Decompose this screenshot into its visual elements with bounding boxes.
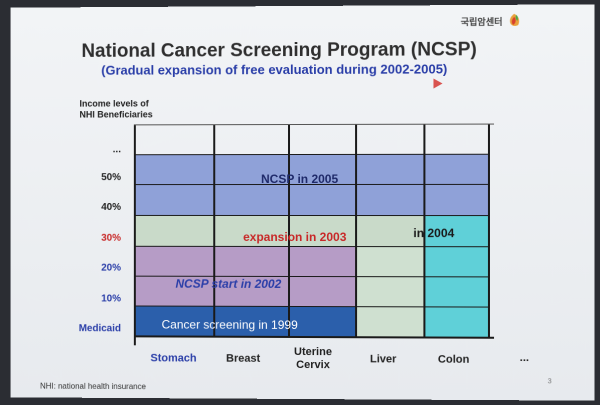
y-label-ellipsis: ... (76, 144, 121, 155)
y-axis-title-line1: Income levels of (79, 98, 152, 109)
y-label-30: 30% (76, 233, 121, 244)
x-label-uterine-line1: Uterine (278, 346, 348, 359)
x-label-ellipsis: ... (509, 352, 539, 365)
y-label-medicaid: Medicaid (66, 323, 121, 334)
slide-subtitle: (Gradual expansion of free evaluation du… (101, 61, 447, 77)
label-in-2004: in 2004 (413, 226, 454, 240)
y-label-40: 40% (76, 202, 121, 213)
pointer-cursor-icon (433, 78, 442, 88)
grid-line (134, 124, 136, 345)
y-axis-title-line2: NHI Beneficiaries (79, 109, 152, 120)
ncc-logo: 국립암센터 (461, 13, 523, 29)
page-number: 3 (548, 378, 552, 385)
x-label-uterine-line2: Cervix (278, 359, 348, 372)
y-label-10: 10% (76, 293, 121, 304)
y-axis-title: Income levels of NHI Beneficiaries (79, 98, 152, 120)
label-ncsp-2005: NCSP in 2005 (261, 172, 338, 186)
region-liver-2003 (355, 246, 423, 337)
label-cancer-1999: Cancer screening in 1999 (162, 318, 298, 332)
y-label-50: 50% (76, 172, 121, 183)
slide-title: National Cancer Screening Program (NCSP) (0, 39, 572, 64)
logo-text: 국립암센터 (461, 14, 503, 27)
x-label-stomach: Stomach (134, 352, 213, 365)
label-ncsp-start-2002: NCSP start in 2002 (175, 277, 281, 291)
grid-line (134, 215, 490, 216)
grid-line (134, 335, 494, 338)
x-label-breast: Breast (208, 353, 278, 366)
grid-line (134, 124, 494, 126)
x-label-uterine-cervix: Uterine Cervix (278, 346, 348, 372)
footer-note: NHI: national health insurance (40, 382, 146, 392)
x-label-colon: Colon (423, 354, 484, 367)
label-expansion-2003: expansion in 2003 (243, 230, 346, 244)
x-label-liver: Liver (353, 353, 413, 366)
logo-mark-icon (507, 13, 523, 29)
presentation-slide: 국립암센터 National Cancer Screening Program … (11, 4, 595, 400)
y-label-20: 20% (76, 263, 121, 274)
screening-grid: NCSP in 2005 expansion in 2003 in 2004 N… (134, 124, 494, 347)
